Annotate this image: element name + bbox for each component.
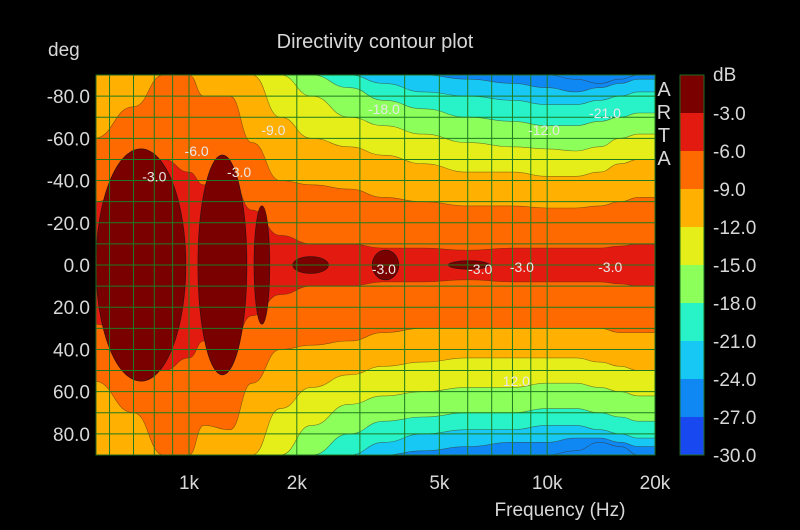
colorbar-tick-label: -27.0 bbox=[713, 408, 756, 429]
colorbar-label: dB bbox=[713, 65, 736, 86]
contour-labels-layer: -3.0 -6.0 -3.0 -9.0 -18.0 -12.0 -21.0 -3.0 -3.0 -… bbox=[142, 101, 622, 389]
x-tick-labels: 1k 2k 5k 10k 20k bbox=[179, 473, 671, 494]
contour-label: -12.0 bbox=[528, 122, 560, 138]
y-tick-label: 80.0 bbox=[53, 425, 90, 446]
colorbar-tick-label: -30.0 bbox=[713, 446, 756, 467]
colorbar-swatch bbox=[680, 227, 704, 265]
colorbar-frame bbox=[679, 74, 705, 456]
contour-label: -3.0 bbox=[598, 259, 622, 275]
y-tick-label: -20.0 bbox=[47, 214, 90, 235]
arta-letter: A bbox=[657, 79, 671, 101]
colorbar-swatch bbox=[680, 189, 704, 227]
colorbar-tick-label: -24.0 bbox=[713, 370, 756, 391]
colorbar-swatch bbox=[680, 113, 704, 151]
colorbar-tick-label: -9.0 bbox=[713, 180, 746, 201]
colorbar-swatch bbox=[680, 75, 704, 113]
contour-label: -3.0 bbox=[468, 261, 492, 277]
colorbar-tick-label: -12.0 bbox=[713, 218, 756, 239]
arta-letter: A bbox=[657, 148, 671, 170]
contour-label: -18.0 bbox=[368, 101, 400, 117]
arta-letter: R bbox=[657, 102, 671, 124]
arta-letter: T bbox=[658, 125, 670, 147]
contour-label: -21.0 bbox=[589, 105, 621, 121]
x-tick-label: 1k bbox=[179, 473, 200, 494]
contour-label: 12.0 bbox=[503, 373, 530, 389]
colorbar-tick-label: -15.0 bbox=[713, 256, 756, 277]
colorbar-swatch bbox=[680, 265, 704, 303]
x-tick-label: 2k bbox=[287, 473, 308, 494]
colorbar-tick-label: -18.0 bbox=[713, 294, 756, 315]
colorbar-swatch bbox=[680, 417, 704, 455]
contour-label: -9.0 bbox=[261, 122, 285, 138]
x-axis-label: Frequency (Hz) bbox=[495, 500, 626, 521]
x-tick-label: 10k bbox=[532, 473, 563, 494]
contour-label: -3.0 bbox=[227, 164, 251, 180]
y-tick-label: 40.0 bbox=[53, 340, 90, 361]
y-tick-label: 20.0 bbox=[53, 298, 90, 319]
plot-frame bbox=[95, 74, 656, 456]
y-tick-label: 0.0 bbox=[64, 256, 90, 277]
y-tick-label: -60.0 bbox=[47, 129, 90, 150]
x-tick-label: 20k bbox=[640, 473, 671, 494]
y-tick-label: -80.0 bbox=[47, 87, 90, 108]
y-tick-labels: -80.0 -60.0 -40.0 -20.0 0.0 20.0 40.0 60.0 80.0 bbox=[47, 87, 90, 446]
colorbar-tick-label: -3.0 bbox=[713, 104, 746, 125]
contour-label: -3.0 bbox=[142, 168, 166, 184]
chart-title: Directivity contour plot bbox=[277, 31, 474, 53]
y-axis-label: deg bbox=[48, 40, 80, 61]
contour-label: -3.0 bbox=[510, 259, 534, 275]
colorbar: -3.0 -6.0 -9.0 -12.0 -15.0 -18.0 -21.0 -24.0 -27… bbox=[679, 74, 756, 467]
x-tick-label: 5k bbox=[429, 473, 450, 494]
y-tick-label: 60.0 bbox=[53, 383, 90, 404]
contour-label: -6.0 bbox=[185, 143, 209, 159]
colorbar-tick-label: -6.0 bbox=[713, 142, 746, 163]
colorbar-swatch bbox=[680, 303, 704, 341]
y-tick-label: -40.0 bbox=[47, 172, 90, 193]
contour-label: -3.0 bbox=[372, 261, 396, 277]
colorbar-swatch bbox=[680, 379, 704, 417]
colorbar-tick-label: -21.0 bbox=[713, 332, 756, 353]
colorbar-swatch bbox=[680, 341, 704, 379]
colorbar-swatch bbox=[680, 151, 704, 189]
